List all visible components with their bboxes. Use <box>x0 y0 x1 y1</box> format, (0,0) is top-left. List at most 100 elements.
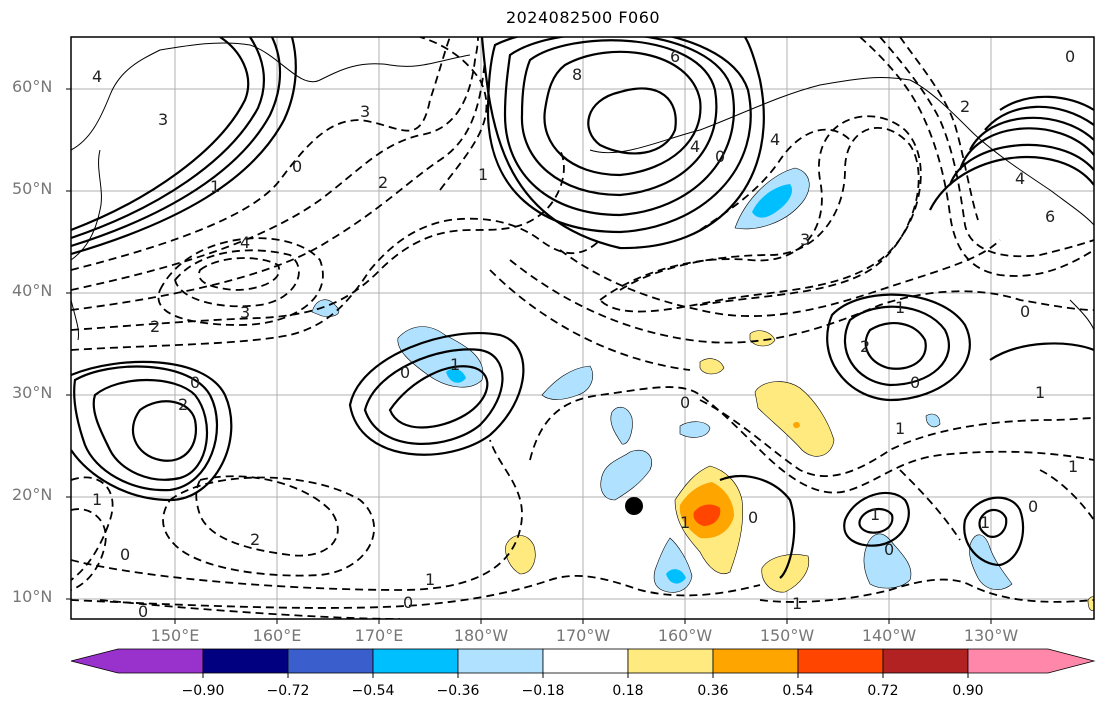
colorbar-seg-10 <box>967 648 1096 674</box>
contour-label: 4 <box>92 67 102 86</box>
colorbar-ticks <box>202 673 969 678</box>
colorbar-label: −0.72 <box>266 683 310 699</box>
contour-label: 0 <box>1028 497 1038 516</box>
blue-patch-east2 <box>969 534 1013 590</box>
colorbar-label: 0.72 <box>867 683 899 699</box>
lon-label-150w: 150°W <box>759 626 815 645</box>
contour-label: 0 <box>292 157 302 176</box>
contour-label: 2 <box>378 173 388 192</box>
dashed-contours <box>71 37 1094 619</box>
yellow-patch-1 <box>754 381 835 457</box>
colorbar-label: −0.18 <box>521 683 565 699</box>
lon-label-170w: 170°W <box>555 626 611 645</box>
contour-label: 0 <box>1065 47 1075 66</box>
colorbar-seg-0 <box>70 648 204 674</box>
lon-label-170e: 170°E <box>354 626 404 645</box>
colorbar-label: −0.54 <box>351 683 395 699</box>
contour-label: 0 <box>1020 302 1030 321</box>
contour-label: 1 <box>210 177 220 196</box>
blue-patch-center <box>600 450 652 501</box>
contour-label: 3 <box>800 230 810 249</box>
contour-label: 0 <box>120 545 130 564</box>
colorbar-label: 0.18 <box>612 683 644 699</box>
colorbar-label: 0.90 <box>952 683 984 699</box>
contour-label: 4 <box>1015 169 1025 188</box>
contour-label: 1 <box>450 355 460 374</box>
contour-label: 1 <box>980 513 990 532</box>
lon-label-150e: 150°E <box>150 626 200 645</box>
contour-label: 4 <box>690 137 700 156</box>
contour-label: 0 <box>403 593 413 612</box>
blue-patch-east1 <box>863 533 912 589</box>
lon-label-130w: 130°W <box>963 626 1019 645</box>
contour-label: 0 <box>138 602 148 621</box>
contour-label: 1 <box>92 490 102 509</box>
lat-label-60n: 60°N <box>12 77 53 96</box>
cyan-patch-dateline <box>446 368 466 383</box>
colorbar-seg-4 <box>457 648 544 674</box>
solid-contours <box>71 37 1094 579</box>
yellow-patch-sw <box>505 535 536 575</box>
yellow-patch-2 <box>749 330 776 347</box>
contour-label: 0 <box>884 540 894 559</box>
lon-label-160e: 160°E <box>252 626 302 645</box>
contour-label: 4 <box>770 130 780 149</box>
lat-label-10n: 10°N <box>12 587 53 606</box>
contour-label: 2 <box>960 97 970 116</box>
shaded-anomalies <box>311 167 1094 611</box>
contour-label: 1 <box>792 594 802 613</box>
colorbar-seg-8 <box>797 648 884 674</box>
colorbar-seg-1 <box>202 648 289 674</box>
contour-label: 2 <box>178 395 188 414</box>
cyan-patch-south1 <box>666 569 686 584</box>
contour-label: 3 <box>240 303 250 322</box>
colorbar-label: 0.54 <box>782 683 814 699</box>
contour-labels: 3 1 3 8 6 4 0 4 6 2 0 1 2 4 3 3 2 0 1 0 … <box>92 47 1078 621</box>
red-patch-hawaii <box>693 504 721 526</box>
blue-patch-mid <box>541 365 593 400</box>
yellow-patch-3 <box>699 358 725 375</box>
colorbar-seg-5 <box>542 648 629 674</box>
contour-label: 1 <box>1068 457 1078 476</box>
contour-label: 3 <box>360 102 370 121</box>
contour-label: 2 <box>150 317 160 336</box>
yellow-patch-edge <box>1087 596 1094 611</box>
colorbar-seg-6 <box>627 648 714 674</box>
contour-label: 1 <box>895 298 905 317</box>
blue-patch-small2 <box>679 421 711 438</box>
contour-label: 0 <box>190 373 200 392</box>
colorbar-seg-9 <box>882 648 969 674</box>
contour-label: 4 <box>240 233 250 252</box>
coastline <box>71 42 1094 341</box>
contour-label: 1 <box>478 165 488 184</box>
contour-label: 1 <box>680 513 690 532</box>
contour-label: 2 <box>860 337 870 356</box>
contour-label: 0 <box>715 147 725 166</box>
lon-label-180w: 180°W <box>453 626 509 645</box>
lat-label-30n: 30°N <box>12 383 53 402</box>
contour-label: 1 <box>895 419 905 438</box>
contour-label: 0 <box>400 363 410 382</box>
contour-label: 6 <box>1045 207 1055 226</box>
contour-label: 0 <box>680 393 690 412</box>
blue-patch-south1 <box>653 537 693 593</box>
lat-label-50n: 50°N <box>12 179 53 198</box>
colorbar-label: −0.90 <box>181 683 225 699</box>
colorbar-label: 0.36 <box>697 683 729 699</box>
contour-label: 2 <box>250 530 260 549</box>
blue-patch-small1 <box>610 406 633 445</box>
colorbar <box>70 648 1096 674</box>
typhoon-center-marker <box>625 497 643 515</box>
colorbar-seg-2 <box>287 648 374 674</box>
contour-label: 0 <box>910 373 920 392</box>
contour-label: 8 <box>572 65 582 84</box>
contour-label: 6 <box>670 47 680 66</box>
blue-patch-dateline <box>397 326 484 388</box>
contour-label: 0 <box>748 508 758 527</box>
contour-label: 1 <box>870 505 880 524</box>
orange-dot-1 <box>793 421 800 429</box>
blue-patch-east3 <box>925 413 941 428</box>
cyan-patch-north <box>752 184 793 218</box>
lon-label-160w: 160°W <box>657 626 713 645</box>
